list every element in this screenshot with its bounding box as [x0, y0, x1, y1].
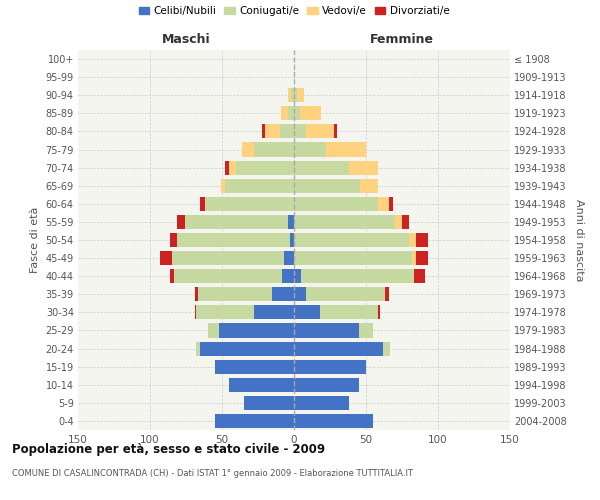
Bar	[416, 251, 428, 265]
Bar	[294, 342, 383, 355]
Bar	[225, 178, 294, 193]
Bar	[377, 306, 380, 320]
Bar	[185, 215, 288, 229]
Bar	[294, 306, 320, 320]
Text: Maschi: Maschi	[161, 34, 211, 46]
Y-axis label: Anni di nascita: Anni di nascita	[574, 198, 584, 281]
Bar	[294, 124, 305, 138]
Bar	[294, 215, 395, 229]
Text: Popolazione per età, sesso e stato civile - 2009: Popolazione per età, sesso e stato civil…	[12, 442, 325, 456]
Bar	[300, 106, 322, 120]
Bar	[170, 233, 178, 247]
Bar	[294, 324, 359, 338]
Bar	[208, 324, 219, 338]
Bar	[294, 233, 409, 247]
Bar	[170, 269, 175, 283]
Bar	[175, 269, 283, 283]
Bar	[272, 287, 294, 302]
Bar	[229, 160, 236, 174]
Bar	[280, 124, 294, 138]
Bar	[242, 142, 254, 156]
Bar	[194, 306, 196, 320]
Bar	[294, 178, 360, 193]
Bar	[265, 124, 280, 138]
Bar	[215, 360, 294, 374]
Bar	[219, 324, 294, 338]
Bar	[281, 106, 288, 120]
Bar	[385, 287, 389, 302]
Bar	[294, 414, 373, 428]
Bar	[377, 197, 389, 211]
Bar	[409, 233, 416, 247]
Bar	[288, 215, 294, 229]
Bar	[360, 178, 377, 193]
Bar	[262, 124, 265, 138]
Bar	[194, 287, 197, 302]
Legend: Celibi/Nubili, Coniugati/e, Vedovi/e, Divorziati/e: Celibi/Nubili, Coniugati/e, Vedovi/e, Di…	[134, 2, 454, 21]
Bar	[196, 342, 200, 355]
Bar	[349, 160, 377, 174]
Bar	[200, 197, 205, 211]
Bar	[290, 233, 294, 247]
Bar	[225, 160, 229, 174]
Bar	[294, 160, 349, 174]
Bar	[402, 215, 409, 229]
Bar	[178, 233, 290, 247]
Bar	[294, 269, 301, 283]
Bar	[413, 269, 425, 283]
Bar	[297, 88, 304, 102]
Text: COMUNE DI CASALINCONTRADA (CH) - Dati ISTAT 1° gennaio 2009 - Elaborazione TUTTI: COMUNE DI CASALINCONTRADA (CH) - Dati IS…	[12, 469, 413, 478]
Bar	[244, 396, 294, 410]
Bar	[305, 287, 385, 302]
Bar	[294, 396, 349, 410]
Bar	[200, 342, 294, 355]
Bar	[294, 287, 305, 302]
Bar	[196, 306, 254, 320]
Bar	[334, 124, 337, 138]
Bar	[320, 306, 377, 320]
Bar	[389, 197, 394, 211]
Bar	[178, 215, 185, 229]
Bar	[294, 106, 300, 120]
Bar	[294, 88, 297, 102]
Bar	[288, 106, 294, 120]
Bar	[215, 414, 294, 428]
Bar	[205, 197, 294, 211]
Bar	[197, 287, 272, 302]
Bar	[284, 251, 294, 265]
Bar	[283, 269, 294, 283]
Bar	[294, 378, 359, 392]
Text: Femmine: Femmine	[370, 34, 434, 46]
Bar	[326, 142, 366, 156]
Bar	[236, 160, 294, 174]
Bar	[294, 142, 326, 156]
Bar	[160, 251, 172, 265]
Bar	[291, 88, 294, 102]
Bar	[416, 233, 428, 247]
Bar	[395, 215, 402, 229]
Bar	[221, 178, 225, 193]
Bar	[229, 378, 294, 392]
Bar	[254, 306, 294, 320]
Bar	[383, 342, 391, 355]
Bar	[294, 360, 366, 374]
Bar	[305, 124, 334, 138]
Y-axis label: Fasce di età: Fasce di età	[30, 207, 40, 273]
Bar	[254, 142, 294, 156]
Bar	[294, 251, 412, 265]
Bar	[359, 324, 373, 338]
Bar	[172, 251, 284, 265]
Bar	[288, 88, 291, 102]
Bar	[301, 269, 413, 283]
Bar	[294, 197, 377, 211]
Bar	[294, 70, 295, 84]
Bar	[412, 251, 416, 265]
